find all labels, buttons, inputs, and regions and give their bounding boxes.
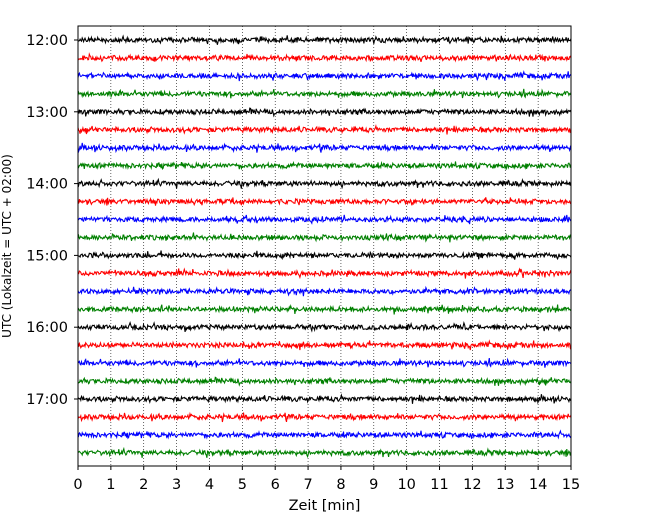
trace-line [77,267,572,280]
trace-line [77,304,572,315]
y-tick-label: 15:00 [26,248,68,264]
trace-line [77,411,572,423]
y-tick-label: 14:00 [26,177,68,193]
trace-line [77,250,572,261]
trace-line [77,88,572,99]
x-tick-label: 13 [496,477,514,493]
x-tick-label: 0 [73,477,82,493]
x-tick-label: 3 [172,477,181,493]
x-tick-label: 9 [369,477,378,493]
x-tick-label: 8 [336,477,345,493]
y-axis: 12:00 13:00 14:00 15:00 16:00 17:00 [26,33,78,408]
trace-line [77,34,572,45]
trace-line [77,376,572,387]
x-tick-label: 14 [529,477,547,493]
trace-line [77,70,572,82]
trace-line [77,393,572,405]
trace-line [77,124,572,135]
trace-line [77,232,571,243]
y-tick-label: 17:00 [26,392,68,408]
x-tick-label: 4 [205,477,214,493]
x-tick-label: 5 [238,477,247,493]
trace-line [77,142,572,154]
trace-line [77,214,572,225]
trace-line [77,177,572,189]
x-tick-label: 15 [562,477,580,493]
x-axis-title: Zeit [min] [289,498,361,514]
trace-line [77,339,572,351]
x-tick-label: 10 [397,477,415,493]
trace-line [77,285,572,297]
x-tick-label: 1 [106,477,115,493]
trace-line [77,160,572,171]
x-axis: 0 1 2 3 4 5 6 7 8 9 10 11 12 13 14 15 [73,466,580,493]
trace-line [77,197,572,207]
trace-line [77,446,572,459]
trace-line [77,320,572,333]
y-tick-label: 13:00 [26,105,68,121]
x-tick-label: 7 [303,477,312,493]
x-tick-label: 6 [271,477,280,493]
trace-line [77,107,572,118]
x-tick-label: 2 [139,477,148,493]
y-axis-title: UTC (Lokalzeit = UTC + 02:00) [0,154,14,338]
trace-group [77,34,572,459]
trace-line [77,429,572,440]
x-tick-label: 11 [430,477,448,493]
plot-frame [77,25,572,467]
y-tick-label: 16:00 [26,320,68,336]
trace-line [77,52,572,63]
trace-line [77,357,572,368]
y-tick-label: 12:00 [26,33,68,49]
vertical-grid [110,26,539,466]
x-tick-label: 12 [463,477,481,493]
